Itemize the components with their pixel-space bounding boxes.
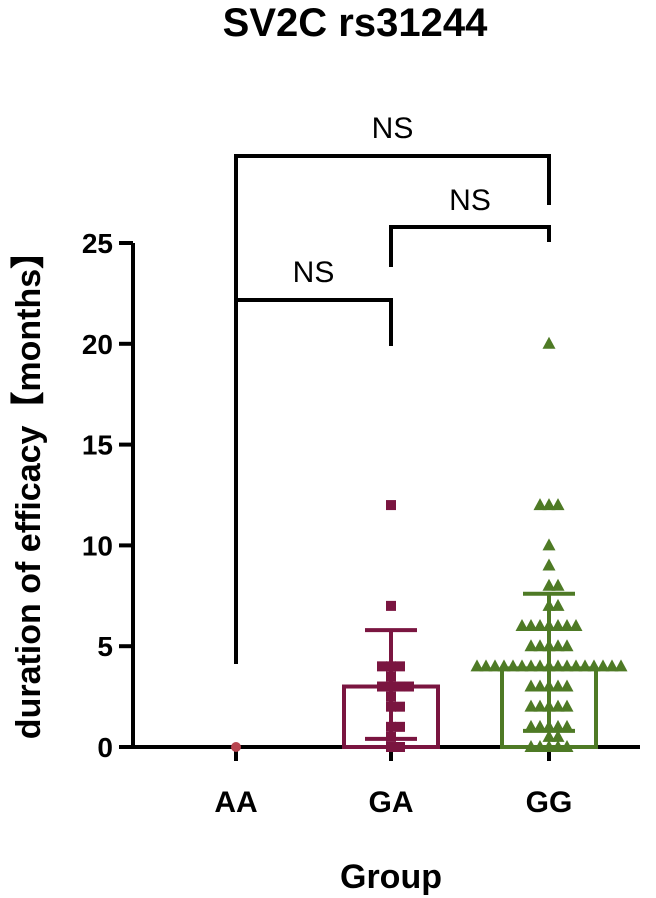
data-point	[551, 598, 565, 611]
data-point	[386, 500, 396, 511]
data-point	[542, 578, 556, 591]
data-point	[542, 740, 556, 752]
data-point	[560, 659, 574, 672]
y-axis: 0 5 10 15 20 25	[82, 228, 135, 763]
data-point	[533, 619, 547, 632]
data-point	[470, 659, 484, 672]
y-tick-label: 25	[82, 228, 113, 259]
data-point	[404, 681, 414, 692]
data-point	[533, 699, 547, 712]
significance-bracket	[389, 225, 551, 267]
data-point	[524, 740, 538, 752]
y-tick-label: 15	[82, 430, 113, 461]
data-point	[551, 740, 565, 752]
data-point	[395, 721, 405, 732]
data-point	[524, 719, 538, 732]
data-point	[506, 659, 520, 672]
data-point	[560, 740, 574, 752]
data-point	[578, 659, 592, 672]
data-point	[551, 729, 565, 742]
y-tick-label: 0	[97, 732, 113, 763]
data-point	[614, 659, 628, 672]
data-point	[533, 498, 547, 511]
data-point	[560, 699, 574, 712]
data-point	[524, 659, 538, 672]
data-point	[569, 659, 583, 672]
data-point	[395, 661, 405, 672]
data-point	[542, 498, 556, 511]
data-point	[377, 661, 387, 672]
data-point	[569, 619, 583, 632]
data-point	[395, 681, 405, 692]
data-point	[533, 639, 547, 652]
y-axis-label: duration of efficacy【months】	[10, 235, 48, 739]
data-point	[551, 719, 565, 732]
data-point	[515, 659, 529, 672]
x-tick-label: AA	[214, 786, 257, 819]
data-point	[386, 600, 396, 611]
data-point	[551, 498, 565, 511]
data-point	[605, 659, 619, 672]
y-tick-label: 20	[82, 329, 113, 360]
data-point	[560, 679, 574, 692]
significance-bracket	[234, 298, 393, 664]
data-point	[524, 639, 538, 652]
significance-label: NS	[293, 256, 335, 289]
significance-brackets: NS NS NS	[234, 112, 551, 664]
data-point	[596, 659, 610, 672]
data-point	[524, 679, 538, 692]
data-point	[551, 619, 565, 632]
significance-label: NS	[372, 112, 414, 145]
data-point	[377, 681, 387, 692]
data-point	[488, 659, 502, 672]
data-point	[542, 729, 556, 742]
data-point	[533, 679, 547, 692]
chart-title: SV2C rs31244	[223, 1, 488, 45]
data-point	[533, 659, 547, 672]
error-bars	[365, 591, 575, 741]
data-point	[533, 740, 547, 752]
data-point	[542, 336, 556, 349]
data-point	[386, 742, 396, 752]
x-tick-label: GA	[369, 786, 414, 819]
data-point	[515, 619, 529, 632]
data-point	[524, 699, 538, 712]
y-tick-label: 5	[97, 631, 113, 662]
data-point	[560, 619, 574, 632]
data-points	[231, 336, 628, 752]
x-tick-label: GG	[526, 786, 573, 819]
data-point	[533, 719, 547, 732]
data-point	[551, 639, 565, 652]
x-axis-label: Group	[340, 858, 442, 896]
data-point	[551, 659, 565, 672]
data-point	[479, 659, 493, 672]
data-point	[551, 699, 565, 712]
data-point	[497, 659, 511, 672]
data-point	[395, 701, 405, 712]
data-point	[587, 659, 601, 672]
data-point	[551, 679, 565, 692]
data-point	[551, 578, 565, 591]
data-point	[560, 639, 574, 652]
significance-label: NS	[449, 184, 491, 217]
y-tick-label: 10	[82, 530, 113, 561]
data-point	[542, 538, 556, 551]
x-axis: AA GA GG	[131, 745, 640, 819]
data-point	[524, 619, 538, 632]
data-point	[560, 719, 574, 732]
data-point	[395, 742, 405, 752]
data-point	[542, 558, 556, 571]
data-point	[231, 742, 241, 752]
